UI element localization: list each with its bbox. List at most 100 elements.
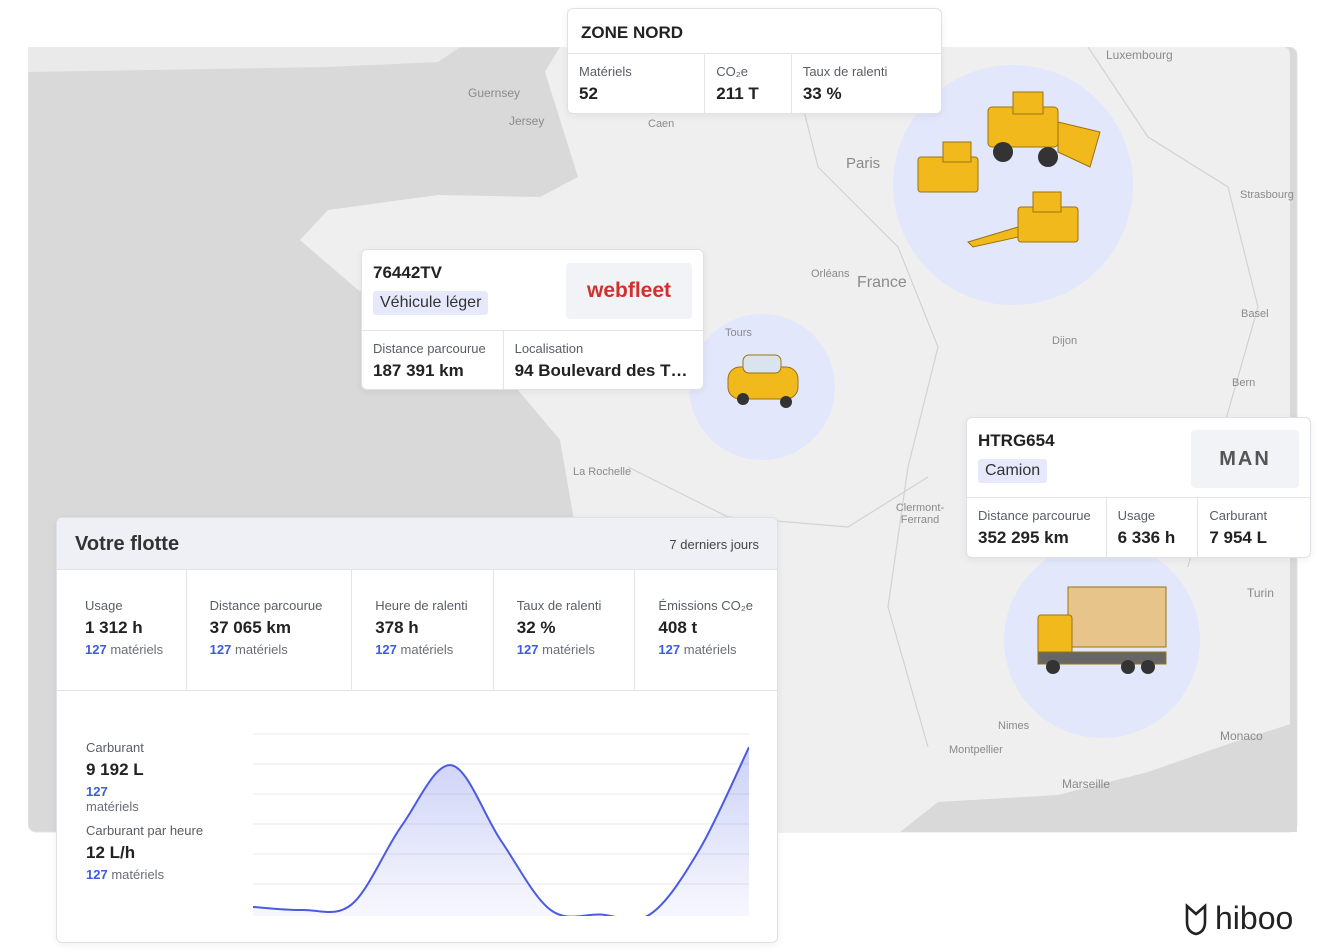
stat-value: 37 065 km [209,618,291,637]
count: 127 [85,642,107,657]
count: 127 [658,642,681,657]
logo: webfleet [566,263,692,319]
stat-cell: Taux de ralenti 32 % 127 matériels [492,570,635,690]
fuel-chart [253,733,749,916]
vehicle-id: HTRG654 [978,431,1055,450]
stat-cell: Émissions CO₂e 408 t 127 matériels [634,570,777,690]
stat-label: Carburant par heure [86,823,204,838]
stat-cell: Distance parcourue 37 065 km 127 matériels [185,570,352,690]
map-label: Marseille [1062,777,1111,791]
vehicle-card: 76442TV Véhicule léger webfleet Distance… [361,249,704,390]
stat-label: Localisation [514,341,584,356]
stat-count: 127 matériels [86,867,203,882]
stat-row: Distance parcourue 352 295 km Usage 6 336 h… [967,497,1310,557]
map-label: Montpellier [949,744,1003,756]
stat-value: 1 312 h [85,618,143,637]
map-label: France [857,274,907,291]
line [253,746,749,916]
count: 127 [516,642,539,657]
fuel-stat: Carburant par heure 12 L/h 127 matériels [86,823,203,882]
count: 127 [209,642,232,657]
stat-label: Distance parcourue [978,508,1091,523]
fleet-card: Votre flotte 7 derniers jours Usage 1 312… [56,517,778,943]
stat-value: 32 % [516,618,556,637]
stat-cell: Localisation 94 Boulevard des T… [502,331,703,389]
vehicle-tag: Véhicule léger [373,291,489,315]
stat-label: CO₂e [716,64,749,79]
map-label: Tours [725,327,752,339]
map-label: Guernsey [468,86,521,100]
stat-cell: Carburant 7 954 L [1197,498,1310,557]
area-fill [253,747,749,916]
map-label: Orléans [811,268,850,280]
map-label: Caen [648,118,675,130]
count-unit: matériels [111,867,165,882]
fuel-stat: Carburant 9 192 L 127 matériels [86,740,144,814]
count-unit: matériels [683,642,737,657]
stat-value: 211 T [716,84,759,103]
brand-name: hiboo [1215,900,1294,936]
map-label: Jersey [509,114,545,128]
stat-cell: Taux de ralenti 33 % [790,54,941,113]
map-label: Clermont-Ferrand [895,502,945,526]
stat-value: 52 [579,84,598,103]
map-label: Strasbourg [1240,189,1294,201]
map-label: Nimes [998,720,1030,732]
stat-value: 352 295 km [978,528,1069,547]
vehicle-id: 76442TV [373,263,442,282]
stat-label: Carburant [86,740,144,755]
stat-value: 408 t [658,618,698,637]
count: 127 [86,784,108,799]
stat-count: 127 matériels [210,642,352,657]
stat-label: Usage [1117,508,1156,523]
map-label: Luxembourg [1106,48,1173,62]
stat-count: 127 matériels [658,642,777,657]
stat-label: Distance parcourue [209,598,323,613]
count-unit: matériels [110,642,164,657]
count-unit: matériels [400,642,454,657]
stat-value: 378 h [375,618,419,637]
stat-cell: Usage 1 312 h 127 matériels [57,570,186,690]
fleet-header [57,518,777,569]
stat-value: 33 % [802,84,842,103]
stat-cell: Distance parcourue 187 391 km [362,331,503,389]
map-label: Turin [1247,586,1274,600]
stat-value: 187 391 km [373,361,464,380]
stat-value: 6 336 h [1117,528,1176,547]
count: 127 [375,642,397,657]
stat-count: 127 matériels [85,642,186,657]
count-unit: matériels [86,799,139,814]
stat-value: 7 954 L [1209,528,1267,547]
stat-label: Matériels [579,64,632,79]
stat-cell: Heure de ralenti 378 h 127 matériels [351,570,493,690]
stat-label: Émissions CO₂e [658,598,754,613]
logo: MAN [1191,430,1299,488]
count: 127 [86,867,108,882]
count-unit: matériels [234,642,288,657]
stat-row: Matériels 52 CO₂e 211 T Taux de ralenti 33 % [568,53,941,113]
map-label: Paris [846,155,881,172]
brand-icon [1185,902,1207,935]
stat-label: Carburant [1209,508,1268,523]
stat-value: 94 Boulevard des T… [514,361,688,380]
zone-title: ZONE NORD [581,23,683,42]
stat-label: Distance parcourue [373,341,486,356]
zone-card: ZONE NORD Matériels 52 CO₂e 211 T Taux de ra… [567,8,942,114]
logo-text: MAN [1219,447,1271,470]
logo-text: webfleet [586,279,672,302]
stat-cell: Usage 6 336 h [1105,498,1198,557]
brand: hiboo [1183,900,1293,937]
stat-row: Usage 1 312 h 127 matériels Distance parcou… [57,569,777,691]
stat-label: Usage [85,598,123,613]
map-label: Monaco [1220,729,1263,743]
stat-value: 9 192 L [86,760,144,779]
stat-row: Distance parcourue 187 391 km Localisation… [362,330,703,389]
map-label: Dijon [1052,335,1078,347]
stat-value: 12 L/h [86,843,136,862]
stat-label: Heure de ralenti [375,598,468,613]
map-label: Bern [1232,377,1256,389]
map-label: La Rochelle [573,466,632,478]
fleet-period: 7 derniers jours [669,537,759,552]
